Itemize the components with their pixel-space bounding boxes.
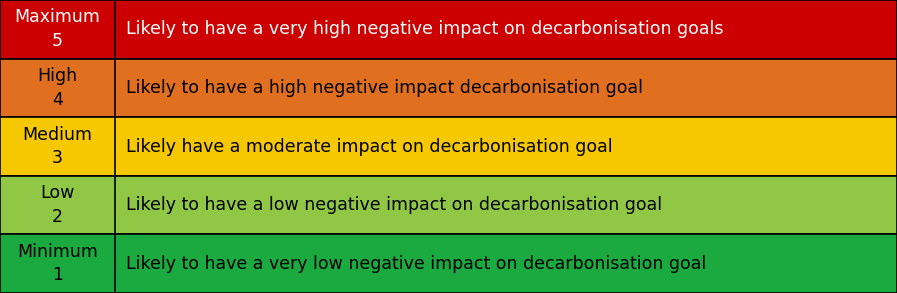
Bar (0, 0, 897, 59)
Text: Likely to have a low negative impact on decarbonisation goal: Likely to have a low negative impact on … (126, 196, 662, 214)
Bar (0, 117, 897, 176)
Text: Likely to have a very low negative impact on decarbonisation goal: Likely to have a very low negative impac… (126, 255, 706, 273)
Text: Likely to have a high negative impact decarbonisation goal: Likely to have a high negative impact de… (126, 79, 642, 97)
Text: Low
2: Low 2 (40, 184, 74, 226)
Text: Likely have a moderate impact on decarbonisation goal: Likely have a moderate impact on decarbo… (126, 137, 613, 156)
Text: High
4: High 4 (38, 67, 77, 109)
Bar (0, 59, 897, 117)
Text: Maximum
5: Maximum 5 (14, 8, 100, 50)
Bar (0, 234, 897, 293)
Text: Medium
3: Medium 3 (22, 126, 92, 167)
Text: Minimum
1: Minimum 1 (17, 243, 98, 285)
Text: Likely to have a very high negative impact on decarbonisation goals: Likely to have a very high negative impa… (126, 20, 723, 38)
Bar (0, 176, 897, 234)
